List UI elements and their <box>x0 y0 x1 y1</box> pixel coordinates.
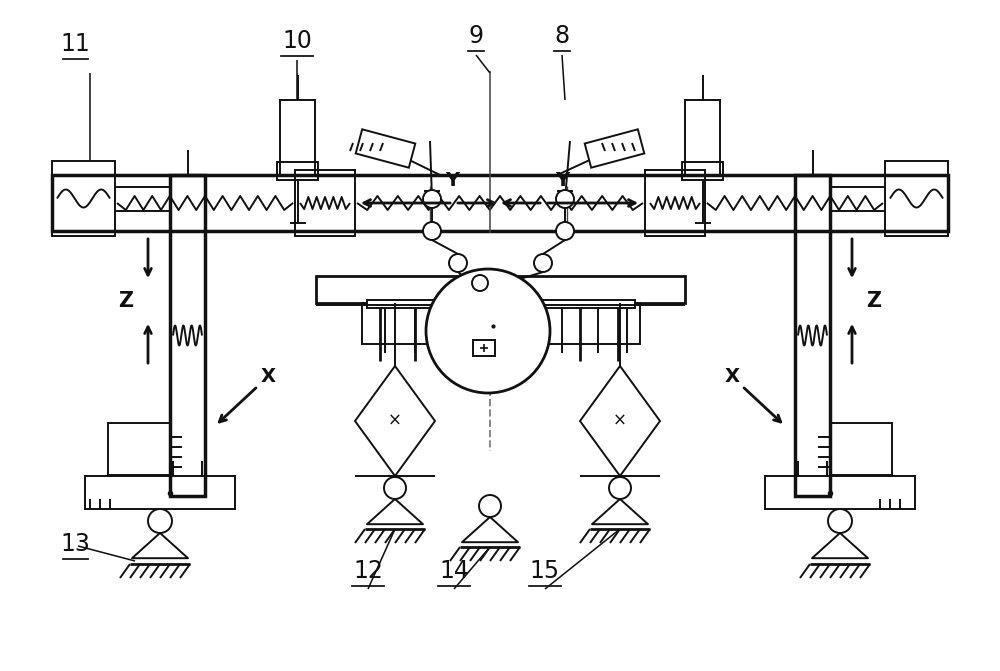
Circle shape <box>384 477 406 499</box>
Circle shape <box>423 222 441 240</box>
Text: Y: Y <box>445 172 459 191</box>
Bar <box>295 170 355 236</box>
Bar <box>795 175 830 496</box>
Circle shape <box>148 509 172 533</box>
Text: X: X <box>260 366 276 386</box>
Text: 15: 15 <box>530 559 560 583</box>
Circle shape <box>426 269 550 393</box>
Bar <box>108 423 170 475</box>
Text: X: X <box>724 366 740 386</box>
Circle shape <box>609 477 631 499</box>
Text: Y: Y <box>555 172 569 191</box>
Circle shape <box>556 222 574 240</box>
Text: 13: 13 <box>60 532 90 556</box>
Bar <box>685 100 720 175</box>
Circle shape <box>449 254 467 272</box>
Bar <box>52 161 115 236</box>
Circle shape <box>556 190 574 208</box>
Bar <box>85 476 235 509</box>
Text: ×: × <box>613 412 627 430</box>
Bar <box>765 476 915 509</box>
Bar <box>356 130 415 168</box>
Text: 10: 10 <box>282 29 312 53</box>
Circle shape <box>828 509 852 533</box>
Polygon shape <box>355 366 435 476</box>
Bar <box>362 303 640 344</box>
Bar <box>830 423 892 475</box>
Bar <box>682 162 723 180</box>
Text: ×: × <box>388 412 402 430</box>
Bar <box>645 170 705 236</box>
Circle shape <box>534 254 552 272</box>
Text: 14: 14 <box>439 559 469 583</box>
Bar <box>473 340 495 356</box>
Text: 12: 12 <box>353 559 383 583</box>
Text: Z: Z <box>866 291 882 311</box>
Bar <box>585 130 644 168</box>
Bar <box>170 175 205 496</box>
Circle shape <box>479 495 501 517</box>
Bar <box>52 175 948 231</box>
Bar <box>367 300 635 308</box>
Text: Z: Z <box>118 291 134 311</box>
Circle shape <box>472 275 488 291</box>
Bar <box>316 276 685 303</box>
Bar <box>280 100 315 175</box>
Text: 11: 11 <box>60 32 90 56</box>
Bar <box>277 162 318 180</box>
Bar <box>885 161 948 236</box>
Text: 9: 9 <box>468 24 484 48</box>
Polygon shape <box>580 366 660 476</box>
Text: 8: 8 <box>554 24 570 48</box>
Circle shape <box>423 190 441 208</box>
